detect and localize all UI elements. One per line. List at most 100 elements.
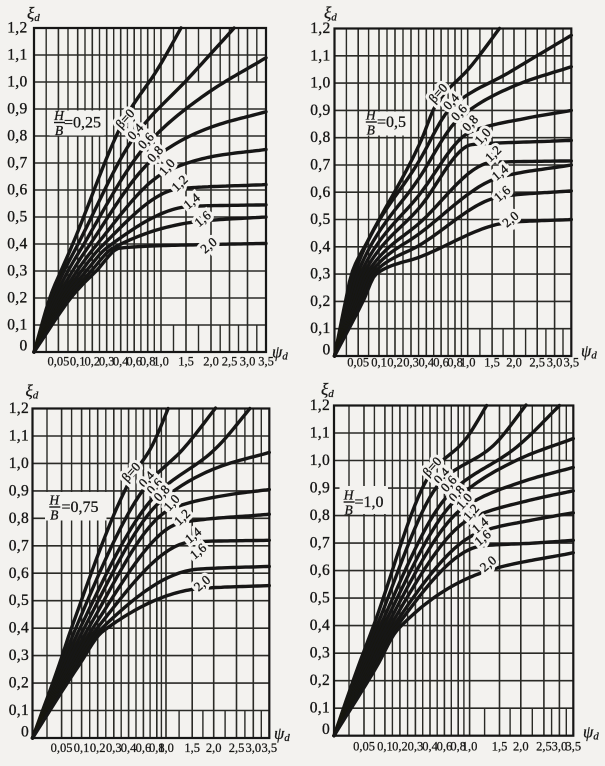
svg-text:0,4: 0,4 xyxy=(310,238,330,255)
svg-text:0,2: 0,2 xyxy=(9,675,29,692)
svg-text:0,7: 0,7 xyxy=(9,537,29,554)
svg-text:0: 0 xyxy=(19,338,27,355)
svg-text:0,2: 0,2 xyxy=(387,356,403,370)
svg-text:1,0: 1,0 xyxy=(310,75,330,92)
svg-text:1,5: 1,5 xyxy=(492,740,508,754)
svg-text:0,1: 0,1 xyxy=(70,355,86,369)
svg-text:1,2: 1,2 xyxy=(9,400,29,417)
svg-text:0,9: 0,9 xyxy=(9,482,29,499)
svg-text:3,5: 3,5 xyxy=(261,741,277,755)
svg-text:1,5: 1,5 xyxy=(178,355,194,369)
svg-text:1,2: 1,2 xyxy=(310,20,330,37)
svg-text:1,0: 1,0 xyxy=(7,74,27,91)
svg-text:0,3: 0,3 xyxy=(403,356,419,370)
svg-text:0: 0 xyxy=(322,342,330,359)
svg-text:0,2: 0,2 xyxy=(90,741,106,755)
svg-text:0,1: 0,1 xyxy=(310,320,330,337)
svg-text:0,1: 0,1 xyxy=(74,741,90,755)
svg-text:2,0: 2,0 xyxy=(203,355,219,369)
svg-text:0,8: 0,8 xyxy=(310,129,330,146)
svg-text:0,4: 0,4 xyxy=(418,356,434,370)
svg-text:0,3: 0,3 xyxy=(106,741,122,755)
svg-text:0,6: 0,6 xyxy=(310,562,330,579)
svg-text:0,8: 0,8 xyxy=(149,741,165,755)
svg-text:3,5: 3,5 xyxy=(258,355,274,369)
svg-text:B: B xyxy=(50,508,58,523)
svg-text:0,3: 0,3 xyxy=(408,740,424,754)
svg-text:0,5: 0,5 xyxy=(310,211,330,228)
svg-text:2,5: 2,5 xyxy=(536,740,552,754)
svg-text:0,3: 0,3 xyxy=(310,645,330,662)
svg-text:3,5: 3,5 xyxy=(565,740,581,754)
svg-text:0,8: 0,8 xyxy=(450,740,466,754)
svg-text:1,0: 1,0 xyxy=(9,455,29,472)
svg-text:0,6: 0,6 xyxy=(126,355,142,369)
svg-text:0,1: 0,1 xyxy=(9,702,29,719)
svg-text:B: B xyxy=(344,503,352,518)
svg-text:3,0: 3,0 xyxy=(547,356,563,370)
svg-text:0,5: 0,5 xyxy=(7,209,27,226)
svg-text:2,5: 2,5 xyxy=(222,355,238,369)
svg-text:0,4: 0,4 xyxy=(113,355,129,369)
svg-text:0,4: 0,4 xyxy=(310,617,330,634)
svg-text:0,8: 0,8 xyxy=(9,510,29,527)
svg-text:=0,25: =0,25 xyxy=(64,115,101,132)
svg-text:2,0: 2,0 xyxy=(506,356,522,370)
svg-text:H: H xyxy=(365,108,377,123)
svg-text:0,9: 0,9 xyxy=(7,101,27,118)
svg-text:0,3: 0,3 xyxy=(7,263,27,280)
svg-text:0,2: 0,2 xyxy=(392,740,408,754)
svg-text:0,8: 0,8 xyxy=(7,128,27,145)
svg-text:0,4: 0,4 xyxy=(9,620,29,637)
svg-text:0,1: 0,1 xyxy=(310,700,330,717)
svg-text:=0,75: =0,75 xyxy=(62,499,99,516)
svg-text:3,0: 3,0 xyxy=(240,355,256,369)
svg-text:0,6: 0,6 xyxy=(433,356,449,370)
svg-text:0,1: 0,1 xyxy=(371,356,387,370)
svg-text:0,7: 0,7 xyxy=(7,155,27,172)
svg-text:1,1: 1,1 xyxy=(9,428,29,445)
svg-text:1,0: 1,0 xyxy=(158,741,174,755)
svg-text:=0,5: =0,5 xyxy=(377,114,406,131)
svg-text:2,5: 2,5 xyxy=(229,741,245,755)
svg-text:3,0: 3,0 xyxy=(552,740,568,754)
svg-text:0,4: 0,4 xyxy=(121,741,137,755)
svg-text:H: H xyxy=(48,493,60,508)
svg-text:0,5: 0,5 xyxy=(9,592,29,609)
svg-text:3,5: 3,5 xyxy=(563,356,579,370)
svg-text:0,2: 0,2 xyxy=(310,293,330,310)
svg-text:3,0: 3,0 xyxy=(245,741,261,755)
svg-text:0,9: 0,9 xyxy=(310,102,330,119)
svg-text:2,5: 2,5 xyxy=(529,356,545,370)
svg-text:0,6: 0,6 xyxy=(7,182,27,199)
svg-text:0,1: 0,1 xyxy=(377,740,393,754)
svg-text:0,5: 0,5 xyxy=(310,590,330,607)
svg-text:0,6: 0,6 xyxy=(136,741,152,755)
svg-text:0,8: 0,8 xyxy=(140,355,156,369)
svg-text:1,5: 1,5 xyxy=(484,356,500,370)
svg-text:=1,0: =1,0 xyxy=(355,494,384,511)
svg-text:0,05: 0,05 xyxy=(47,355,69,369)
svg-text:0,6: 0,6 xyxy=(437,740,453,754)
svg-text:1,1: 1,1 xyxy=(310,47,330,64)
svg-text:0,05: 0,05 xyxy=(353,740,375,754)
svg-text:0,4: 0,4 xyxy=(422,740,438,754)
svg-text:0,2: 0,2 xyxy=(7,290,27,307)
svg-text:0,05: 0,05 xyxy=(347,356,369,370)
svg-text:0,4: 0,4 xyxy=(7,236,27,253)
svg-text:0,2: 0,2 xyxy=(84,355,100,369)
svg-text:1,2: 1,2 xyxy=(7,20,27,37)
svg-text:0,1: 0,1 xyxy=(7,317,27,334)
svg-text:0,8: 0,8 xyxy=(447,356,463,370)
svg-text:0: 0 xyxy=(21,724,29,741)
svg-text:1,0: 1,0 xyxy=(462,740,478,754)
svg-text:1,0: 1,0 xyxy=(460,356,476,370)
svg-text:0,9: 0,9 xyxy=(310,480,330,497)
svg-text:0,2: 0,2 xyxy=(310,672,330,689)
svg-text:B: B xyxy=(367,123,375,138)
svg-text:B: B xyxy=(55,123,63,138)
svg-text:H: H xyxy=(53,108,65,123)
svg-text:1,1: 1,1 xyxy=(7,47,27,64)
svg-text:1,0: 1,0 xyxy=(153,355,169,369)
svg-text:0,7: 0,7 xyxy=(310,157,330,174)
